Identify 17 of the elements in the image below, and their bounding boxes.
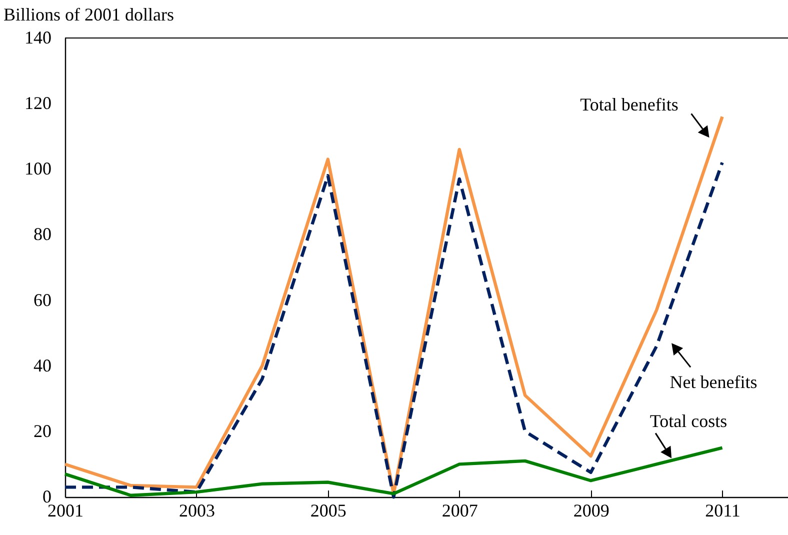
series-label: Net benefits — [670, 372, 758, 392]
y-tick-label: 120 — [24, 93, 52, 114]
y-tick-label: 140 — [24, 28, 52, 48]
series-label: Total costs — [650, 411, 728, 432]
y-tick-label: 60 — [34, 290, 52, 310]
line-series — [63, 446, 724, 497]
x-tick-label: 2009 — [573, 500, 610, 520]
x-tick-label: 2003 — [178, 500, 215, 520]
y-axis-title: Billions of 2001 dollars — [4, 4, 174, 24]
x-tick-label: 2007 — [442, 500, 478, 520]
y-tick-label: 100 — [24, 158, 52, 179]
y-tick-label: 80 — [34, 224, 52, 244]
y-tick-label: 20 — [34, 420, 52, 441]
y-tick-label: 40 — [34, 355, 52, 376]
text: Total benefits — [580, 94, 678, 115]
x-tick-label: 2005 — [310, 500, 346, 520]
x-tick-label: 2011 — [705, 500, 740, 520]
